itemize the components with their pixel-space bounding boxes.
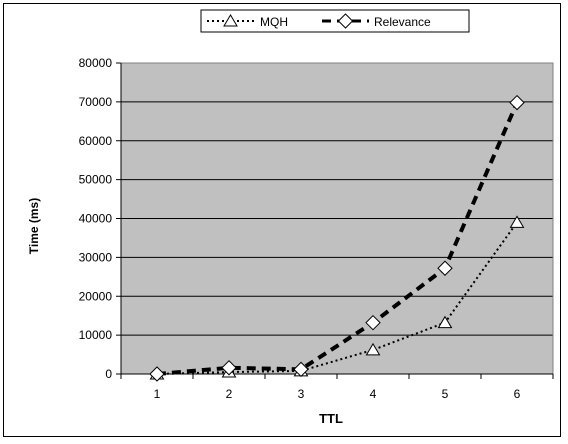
legend-box [200,9,470,33]
data-point-relevance [365,314,381,331]
y-tick-label: 0 [105,367,112,381]
y-tick-label: 40000 [79,212,113,226]
y-tick-label: 70000 [79,95,113,109]
data-point-relevance [293,361,309,378]
x-tick-label: 2 [226,387,233,401]
legend-marker-mqh [223,14,238,27]
y-tick-label: 30000 [79,250,113,264]
y-tick-label: 20000 [79,289,113,303]
y-tick-label: 50000 [79,173,113,187]
y-tick-label: 60000 [79,134,113,148]
legend-marker-relevance [337,13,354,29]
data-point-relevance [149,366,165,382]
line-chart: 0 10000 20000 30000 40000 50000 60000 70000 8000… [27,9,554,426]
data-point-mqh [509,215,525,228]
data-point-relevance [437,260,453,276]
legend-label-relevance: Relevance [374,15,431,29]
series-relevance [149,94,525,382]
x-tick-label: 1 [154,387,161,401]
legend: MQH Relevance [200,9,470,33]
y-tick-label: 10000 [79,328,113,342]
data-point-mqh [365,342,381,356]
data-point-mqh [437,315,453,329]
series-line-relevance [156,101,519,376]
x-tick-label: 5 [442,387,449,401]
data-point-relevance [509,94,525,111]
data-point-relevance [221,360,237,376]
x-tick-label: 4 [370,387,377,401]
x-tick-label: 6 [514,387,521,401]
x-axis-label: TTL [319,411,343,426]
y-tick-label: 80000 [79,56,113,70]
x-tick-label: 3 [298,387,305,401]
series-line-mqh [156,221,518,375]
chart-frame: 0 10000 20000 30000 40000 50000 60000 70000 8000… [3,3,561,437]
y-axis-label: Time (ms) [27,198,41,254]
legend-label-mqh: MQH [260,15,288,29]
